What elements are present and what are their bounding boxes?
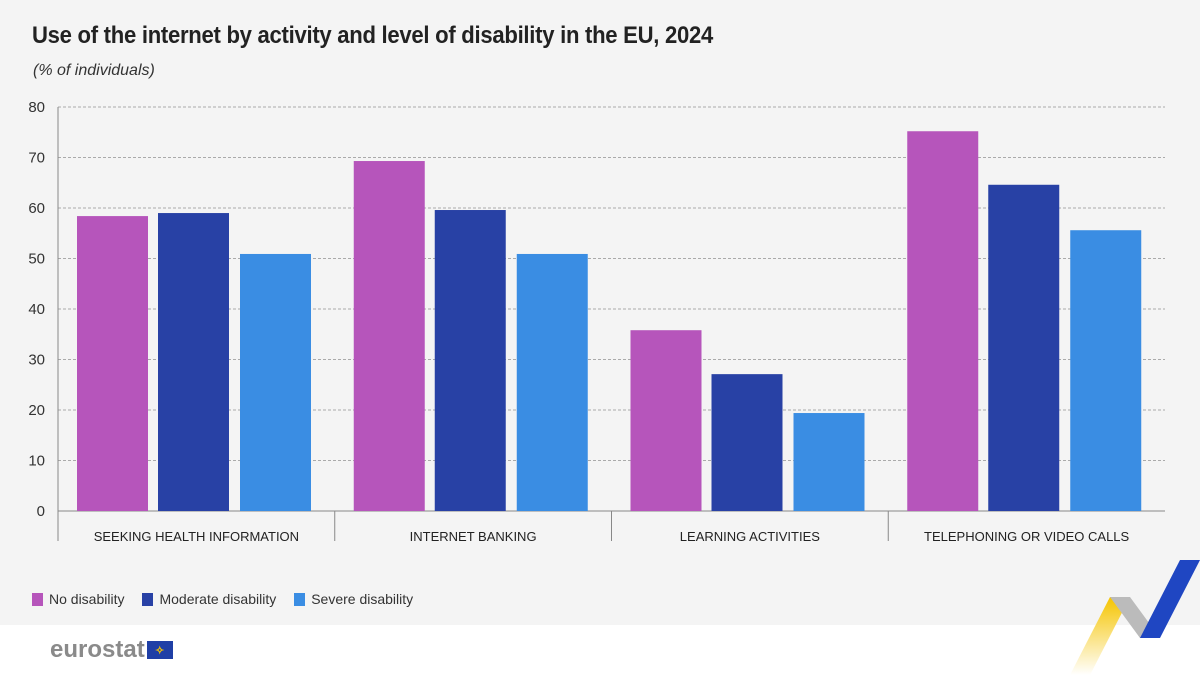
legend-item: Moderate disability (142, 591, 276, 607)
logo-text: eurostat (50, 636, 145, 663)
chart-title: Use of the internet by activity and leve… (32, 22, 714, 49)
y-tick-label: 60 (28, 200, 45, 217)
legend-swatch (294, 592, 306, 606)
bar-moderate-disability (988, 184, 1060, 511)
bar-severe-disability (240, 253, 311, 511)
legend-swatch (32, 592, 43, 606)
decorative-stripes (1070, 560, 1200, 675)
bar-severe-disability (793, 413, 865, 511)
bar-moderate-disability (711, 374, 783, 511)
y-tick-label: 10 (28, 453, 45, 470)
chart-subtitle: (% of individuals) (33, 62, 155, 79)
bar-no-disability (907, 131, 979, 512)
eurostat-logo: eurostat ✧ (50, 636, 173, 664)
y-tick-label: 70 (28, 150, 45, 167)
eu-flag-icon: ✧ (146, 641, 173, 659)
bar-no-disability (630, 330, 702, 511)
bar-moderate-disability (158, 213, 229, 512)
y-tick-label: 20 (28, 402, 45, 419)
legend-item: Severe disability (294, 591, 413, 607)
legend-item: No disability (32, 591, 124, 607)
x-category-label: LEARNING ACTIVITIES (680, 529, 820, 544)
bar-no-disability (353, 161, 425, 511)
bar-chart: 0 10 20 30 40 50 60 70 80 SEEKING HEALTH INFORMAT… (28, 99, 1165, 544)
legend-label: Severe disability (311, 591, 414, 607)
bar-moderate-disability (434, 210, 506, 511)
bar-no-disability (77, 216, 148, 511)
legend-label: No disability (49, 591, 125, 607)
y-tick-label: 80 (28, 99, 45, 116)
legend-swatch (142, 592, 154, 606)
x-category-label: SEEKING HEALTH INFORMATION (94, 529, 299, 544)
bar-severe-disability (1070, 230, 1142, 511)
y-tick-label: 50 (28, 251, 45, 268)
bar-severe-disability (516, 253, 588, 511)
legend-label: Moderate disability (159, 591, 277, 607)
x-category-label: TELEPHONING OR VIDEO CALLS (924, 529, 1129, 544)
legend: No disability Moderate disability Severe d… (32, 591, 413, 607)
y-tick-label: 0 (37, 503, 45, 520)
x-category-label: INTERNET BANKING (410, 529, 537, 544)
y-tick-label: 30 (28, 352, 45, 369)
y-tick-label: 40 (28, 301, 45, 318)
